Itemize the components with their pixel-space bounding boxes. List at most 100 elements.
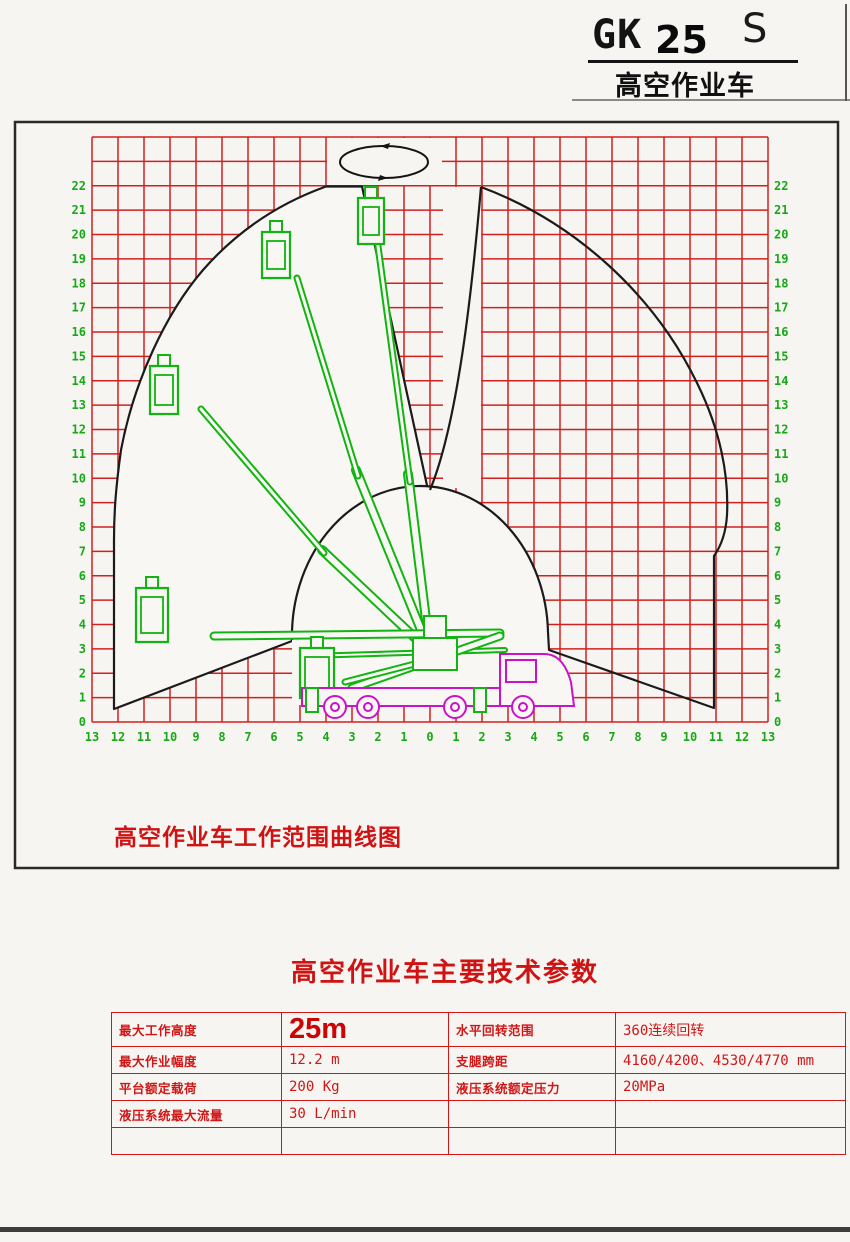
wheel-hub [330,702,340,712]
title-block-right-border [845,4,847,101]
y-axis-label-right: 2 [774,666,781,680]
x-axis-label: 12 [735,730,749,744]
y-axis-label-right: 21 [774,203,788,217]
x-axis-label: 13 [85,730,99,744]
y-axis-label-right: 4 [774,618,781,632]
table-row: 最大工作高度 25m 水平回转范围 360连续回转 [111,1012,846,1047]
x-axis-label: 10 [683,730,697,744]
param-label: 液压系统最大流量 [111,1100,282,1128]
y-axis-label-right: 12 [774,423,788,437]
table-title: 高空作业车主要技术参数 [290,957,599,987]
param-value [615,1127,846,1155]
y-axis-label-right: 16 [774,325,788,339]
y-axis-label-left: 21 [72,203,86,217]
wheel-hub [450,702,460,712]
table-row: 最大作业幅度 12.2 m 支腿跨距 4160/4200、4530/4770 m… [111,1046,846,1074]
x-axis-label: 2 [478,730,485,744]
y-axis-label-right: 11 [774,447,788,461]
param-value: 200 Kg [281,1073,449,1101]
y-axis-label-left: 1 [79,691,86,705]
x-axis-label: 10 [163,730,177,744]
y-axis-label-right: 14 [774,374,788,388]
cab-window [505,659,537,683]
y-axis-label-left: 7 [79,544,86,558]
wheel-hub [363,702,373,712]
param-value-max-height: 25m [281,1012,449,1047]
y-axis-label-right: 9 [774,496,781,510]
x-axis-label: 2 [374,730,381,744]
param-label: 最大作业幅度 [111,1046,282,1074]
param-value [281,1127,449,1155]
x-axis-label: 8 [218,730,225,744]
logo-underline [588,60,798,63]
param-value: 4160/4200、4530/4770 mm [615,1046,846,1074]
y-axis-label-left: 19 [72,252,86,266]
y-axis-label-left: 0 [79,715,86,729]
x-axis-label: 12 [111,730,125,744]
title-block-bottom-border [572,99,850,101]
y-axis-label-right: 0 [774,715,781,729]
outrigger-front [473,687,487,713]
x-axis-label: 11 [137,730,151,744]
table-title-wrap: 高空作业车主要技术参数 [0,952,850,989]
y-axis-label-left: 16 [72,325,86,339]
x-axis-label: 3 [504,730,511,744]
outrigger-rear [305,687,319,713]
y-axis-label-left: 22 [72,179,86,193]
table-row [111,1127,846,1155]
y-axis-label-right: 3 [774,642,781,656]
param-label [448,1100,616,1128]
y-axis-label-left: 12 [72,423,86,437]
y-axis-label-left: 9 [79,496,86,510]
y-axis-label-left: 2 [79,666,86,680]
y-axis-label-left: 15 [72,349,86,363]
rotation-symbol [339,143,429,181]
y-axis-label-right: 19 [774,252,788,266]
y-axis-label-left: 5 [79,593,86,607]
y-axis-label-left: 3 [79,642,86,656]
model-variant-text: S [742,6,768,52]
truck-drawing [301,615,576,719]
param-value: 30 L/min [281,1100,449,1128]
param-value: 360连续回转 [615,1012,846,1047]
y-axis-label-left: 20 [72,228,86,242]
y-axis-label-right: 15 [774,349,788,363]
param-label [448,1127,616,1155]
x-axis-label: 6 [270,730,277,744]
wheel-hub [518,702,528,712]
param-value: 12.2 m [281,1046,449,1074]
envelope-right-outer-boundary [480,185,729,710]
y-axis-label-left: 17 [72,301,86,315]
spec-table: 最大工作高度 25m 水平回转范围 360连续回转 最大作业幅度 12.2 m … [111,1012,846,1155]
y-axis-label-left: 13 [72,398,86,412]
param-label: 水平回转范围 [448,1012,616,1047]
param-label: 支腿跨距 [448,1046,616,1074]
envelope-right-inner-line [428,186,483,491]
y-axis-label-right: 13 [774,398,788,412]
y-axis-label-left: 14 [72,374,86,388]
y-axis-label-left: 8 [79,520,86,534]
x-axis-label: 1 [452,730,459,744]
y-axis-label-right: 8 [774,520,781,534]
param-label [111,1127,282,1155]
y-axis-label-right: 10 [774,471,788,485]
param-value: 20MPa [615,1073,846,1101]
y-axis-label-right: 22 [774,179,788,193]
param-label: 平台额定载荷 [111,1073,282,1101]
x-axis-label: 13 [761,730,775,744]
param-value [615,1100,846,1128]
page-bottom-border [0,1227,850,1232]
x-axis-label: 5 [556,730,563,744]
param-label: 最大工作高度 [111,1012,282,1047]
x-axis-label: 9 [192,730,199,744]
y-axis-label-right: 18 [774,276,788,290]
min-radius-semicircle [290,484,550,641]
x-axis-label: 4 [530,730,537,744]
x-axis-label: 1 [400,730,407,744]
x-axis-label: 11 [709,730,723,744]
logo-subtitle: 高空作业车 [615,71,755,101]
param-label: 液压系统额定压力 [448,1073,616,1101]
